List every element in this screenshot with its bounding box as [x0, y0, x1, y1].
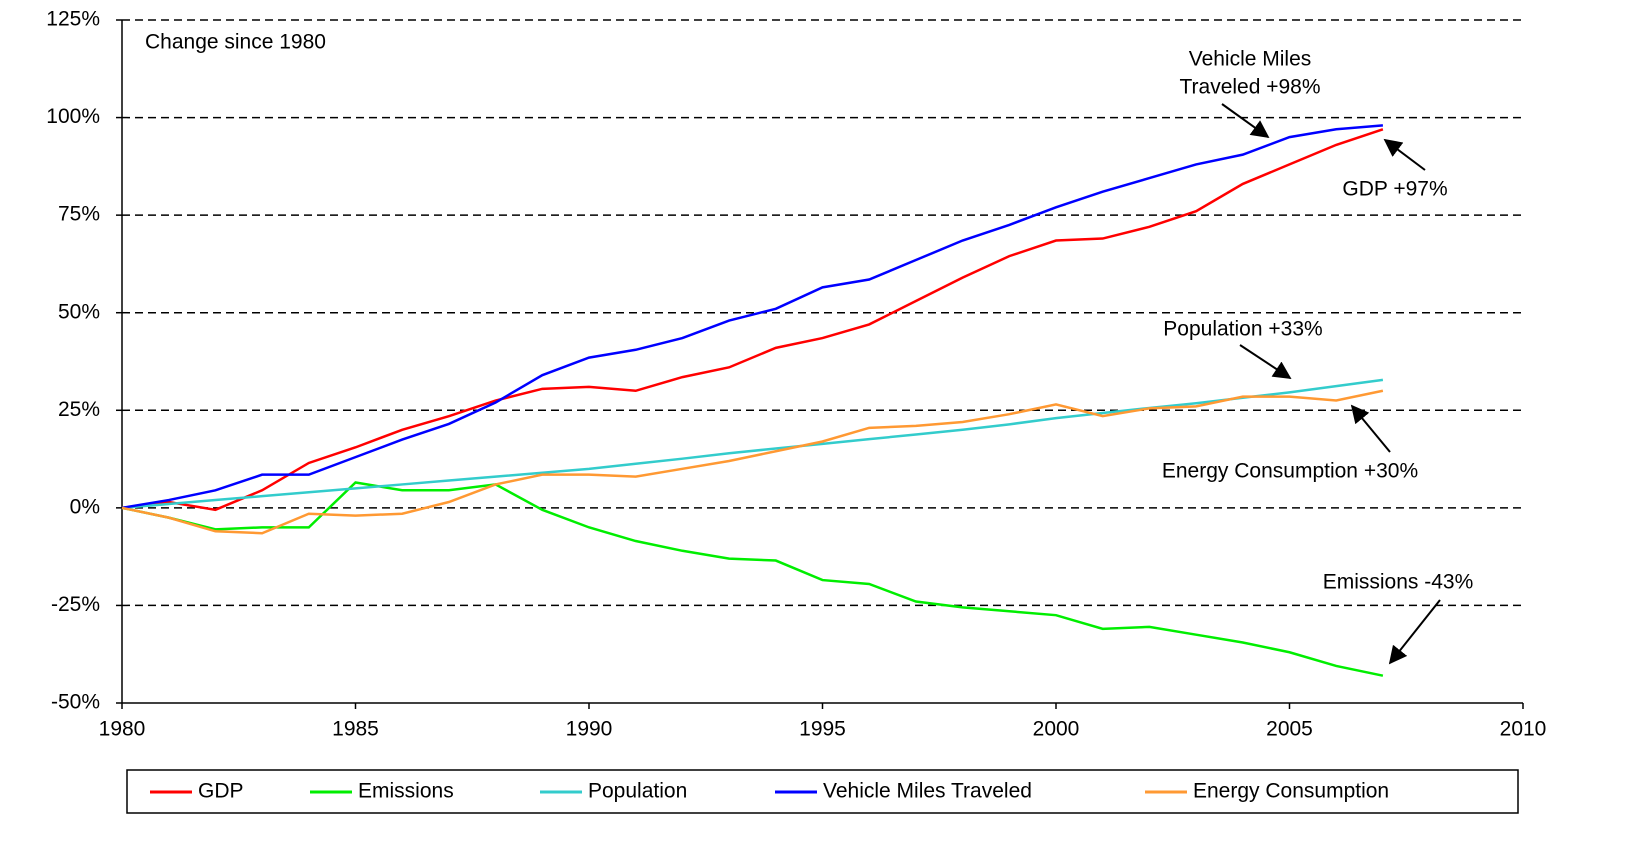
series-line: [121, 128, 1384, 512]
y-tick-label: -50%: [51, 691, 100, 714]
annotation: Emissions -43%: [1323, 571, 1474, 594]
series-line: [121, 378, 1384, 510]
x-tick-label: 2000: [1033, 718, 1080, 741]
y-tick-label: 0%: [70, 495, 100, 518]
y-tick-label: 25%: [58, 398, 100, 421]
series-line: [121, 481, 1384, 677]
subtitle: Change since 1980: [145, 31, 326, 54]
legend-box: [126, 769, 1519, 814]
annotation: Energy Consumption +30%: [1162, 460, 1418, 483]
x-tick-label: 1995: [799, 718, 846, 741]
y-tick-label: 125%: [46, 8, 100, 31]
annotation-arrow: [1383, 138, 1426, 171]
x-tick-label: 2010: [1500, 718, 1547, 741]
legend-label: GDP: [198, 780, 244, 803]
legend-label: Emissions: [358, 780, 454, 803]
series-line: [121, 124, 1384, 510]
annotation: Vehicle Miles: [1189, 48, 1312, 71]
annotation: GDP +97%: [1342, 178, 1447, 201]
legend-label: Vehicle Miles Traveled: [823, 780, 1032, 803]
annotation: Traveled +98%: [1179, 76, 1320, 99]
legend-label: Energy Consumption: [1193, 780, 1389, 803]
y-tick-label: 100%: [46, 105, 100, 128]
y-tick-label: -25%: [51, 593, 100, 616]
x-tick-label: 2005: [1266, 718, 1313, 741]
y-tick-label: 75%: [58, 203, 100, 226]
x-tick-label: 1990: [566, 718, 613, 741]
x-tick-label: 1985: [332, 718, 379, 741]
legend-label: Population: [588, 780, 687, 803]
x-tick-label: 1980: [99, 718, 146, 741]
series-line: [121, 389, 1384, 535]
annotation-arrow: [1388, 599, 1441, 665]
annotation-arrow: [1239, 344, 1292, 379]
annotation: Population +33%: [1163, 318, 1322, 341]
y-tick-label: 50%: [58, 300, 100, 323]
annotation-arrow: [1350, 404, 1391, 453]
annotation-arrow: [1221, 103, 1270, 139]
